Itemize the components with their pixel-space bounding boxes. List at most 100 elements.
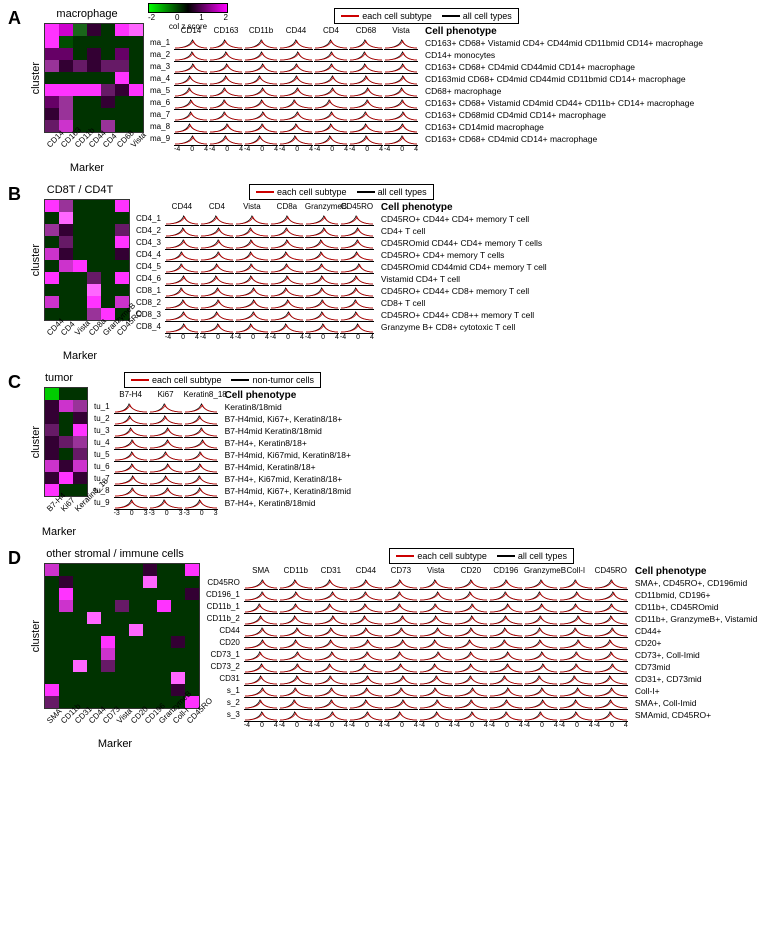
ridge-col-header: CD44 (279, 26, 313, 38)
ridge-y-label: CD73_2 (206, 662, 242, 674)
heatmap-cell (45, 588, 59, 600)
ridge-cell (174, 134, 208, 146)
heatmap-cell (45, 36, 59, 48)
ridge-cell (244, 638, 278, 650)
ridge-cell (244, 674, 278, 686)
heatmap-title: other stromal / immune cells (46, 548, 184, 560)
ridge-y-label: tu_6 (94, 462, 112, 474)
phenotype-row: CD45ROmid CD44+ CD4+ memory T cells (381, 238, 547, 250)
ridge-cell (384, 710, 418, 722)
heatmap-cell (129, 84, 143, 96)
ridge-y-label: tu_1 (94, 402, 112, 414)
ridge-cell (270, 322, 304, 334)
phenotype-row: CD163+ CD68+ Vistamid CD4mid CD44+ CD11b… (425, 98, 703, 110)
heatmap-cell (157, 684, 171, 696)
ridge-y-label: CD11b_2 (206, 614, 242, 626)
heatmap-row (45, 448, 87, 460)
ridge-cell (244, 98, 278, 110)
phenotype-row: CD163mid CD68+ CD4mid CD44mid CD11bmid C… (425, 74, 703, 86)
ridge-cell (489, 674, 523, 686)
heatmap-cell (59, 660, 73, 672)
heatmap-cell (73, 248, 87, 260)
heatmap-row (45, 636, 199, 648)
phenotype-row: Granzyme B+ CD8+ cytotoxic T cell (381, 322, 547, 334)
ridge-y-label: CD8_1 (136, 286, 163, 298)
heatmap-cell (59, 72, 73, 84)
heatmap-cell (87, 72, 101, 84)
heatmap-block: tumor cluster B7-H4Ki67Keratin8_18 Marke… (30, 372, 88, 538)
ridge-column: CD8a -404 (270, 202, 304, 341)
ridge-cell (489, 626, 523, 638)
heatmap-cell (101, 24, 115, 36)
heatmap-row (45, 412, 87, 424)
heatmap-cell (87, 576, 101, 588)
heatmap-cell (115, 236, 129, 248)
heatmap-cell (59, 236, 73, 248)
ridge-column: CD11b -404 (244, 26, 278, 153)
ridge-cell (314, 638, 348, 650)
ridge-cell (279, 626, 313, 638)
ridge-col-header: CD45RO (340, 202, 374, 214)
ridge-ticks: -404 (524, 722, 558, 729)
heatmap-cell (101, 272, 115, 284)
ridge-col-header: CD44 (349, 566, 383, 578)
x-axis-label: Marker (63, 350, 97, 362)
ridge-y-label: CD20 (206, 638, 242, 650)
ridge-cell (270, 310, 304, 322)
ridge-ticks: -404 (314, 722, 348, 729)
heatmap-cell (59, 436, 73, 448)
ridge-col-header: SMA (244, 566, 278, 578)
ridge-y-label: ma_4 (150, 74, 172, 86)
ridge-y-labels: tu_1tu_2tu_3tu_4tu_5tu_6tu_7tu_8tu_9 (94, 390, 112, 517)
heatmap-cell (115, 576, 129, 588)
heatmap-cell (115, 248, 129, 260)
ridge-cell (340, 250, 374, 262)
ridge-cell (489, 638, 523, 650)
heatmap-cell (59, 224, 73, 236)
ridge-cell (184, 438, 218, 450)
ridge-cell (174, 98, 208, 110)
ridge-cell (270, 214, 304, 226)
ridge-cell (489, 662, 523, 674)
ridge-cell (559, 662, 593, 674)
ridge-ticks: -404 (314, 146, 348, 153)
heatmap-cell (171, 624, 185, 636)
ridge-cell (524, 686, 558, 698)
heatmap-cell (45, 624, 59, 636)
heatmap-cell (115, 24, 129, 36)
ridge-cell (235, 226, 269, 238)
ridge-col-header: CD196 (489, 566, 523, 578)
heatmap-cell (115, 684, 129, 696)
panel-letter: D (8, 548, 21, 569)
x-axis-label: Marker (98, 738, 132, 750)
ridge-cell (244, 602, 278, 614)
ridge-cell (149, 438, 183, 450)
ridge-column: GranzymeB -404 (524, 566, 558, 729)
heatmap-cell (157, 648, 171, 660)
heatmap-cell (87, 224, 101, 236)
phenotype-row: CD45ROmid CD44mid CD4+ memory T cell (381, 262, 547, 274)
heatmap-row (45, 472, 87, 484)
heatmap-title: macrophage (56, 8, 117, 20)
heatmap-cell (45, 60, 59, 72)
ridge-col-header: CD11b (279, 566, 313, 578)
ridge-cell (384, 650, 418, 662)
ridge-cell (594, 698, 628, 710)
colorbar: -2012 col z score (148, 3, 228, 31)
ridge-cell (314, 674, 348, 686)
heatmap-cell (129, 72, 143, 84)
ridge-cell (200, 298, 234, 310)
heatmap-cell (101, 612, 115, 624)
phenotype-row: SMA+, Coll-Imid (635, 698, 758, 710)
heatmap-cell (73, 612, 87, 624)
heatmap-cell (115, 200, 129, 212)
heatmap-cell (115, 60, 129, 72)
ridge-cell (305, 286, 339, 298)
ridge-cell (594, 662, 628, 674)
y-axis-label: cluster (30, 426, 42, 458)
ridge-cell (200, 262, 234, 274)
heatmap-cell (143, 636, 157, 648)
ridge-cell (244, 614, 278, 626)
ridge-cell (349, 710, 383, 722)
ridge-cell (174, 62, 208, 74)
